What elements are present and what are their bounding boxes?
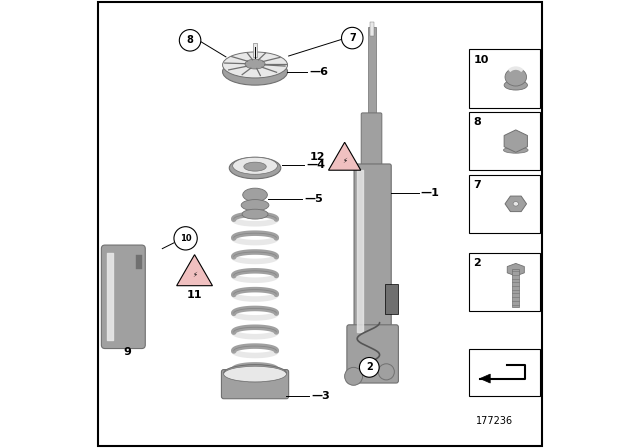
Text: 2: 2	[366, 362, 372, 372]
Polygon shape	[480, 374, 490, 383]
Ellipse shape	[245, 59, 265, 69]
Text: 11: 11	[187, 290, 202, 300]
Circle shape	[174, 227, 197, 250]
Ellipse shape	[243, 188, 268, 202]
Ellipse shape	[224, 365, 287, 382]
Text: 12: 12	[310, 152, 325, 162]
Text: 8: 8	[187, 35, 193, 45]
Ellipse shape	[224, 366, 287, 382]
Ellipse shape	[229, 157, 281, 179]
Text: —5: —5	[305, 194, 323, 204]
Ellipse shape	[244, 162, 266, 171]
Text: 8: 8	[473, 117, 481, 127]
Ellipse shape	[233, 157, 278, 174]
Bar	[512, 269, 520, 307]
Text: —4: —4	[307, 160, 326, 170]
Bar	[468, 175, 540, 233]
Bar	[468, 349, 540, 396]
Text: —6: —6	[310, 67, 329, 77]
Text: 177236: 177236	[476, 416, 513, 426]
Bar	[385, 284, 398, 314]
Polygon shape	[504, 130, 527, 152]
FancyBboxPatch shape	[221, 370, 289, 399]
Ellipse shape	[223, 52, 287, 78]
Circle shape	[344, 367, 362, 385]
Bar	[370, 22, 374, 36]
Text: ⚡: ⚡	[342, 157, 347, 164]
Circle shape	[378, 364, 394, 380]
Text: —3: —3	[311, 392, 330, 401]
Text: 7: 7	[349, 33, 356, 43]
Bar	[368, 27, 376, 116]
Text: —1: —1	[420, 188, 439, 198]
FancyBboxPatch shape	[354, 164, 391, 338]
Bar	[468, 49, 540, 108]
Ellipse shape	[513, 202, 518, 206]
Text: ⚡: ⚡	[192, 272, 197, 278]
Ellipse shape	[504, 147, 528, 153]
Ellipse shape	[504, 80, 527, 90]
Text: 7: 7	[473, 180, 481, 190]
Polygon shape	[177, 254, 212, 286]
Text: 2: 2	[473, 258, 481, 268]
Ellipse shape	[223, 58, 287, 85]
Ellipse shape	[505, 68, 527, 86]
Polygon shape	[505, 196, 527, 211]
Circle shape	[179, 30, 201, 51]
Bar	[253, 43, 257, 57]
Polygon shape	[508, 263, 524, 276]
FancyBboxPatch shape	[361, 113, 382, 181]
Text: 10: 10	[180, 234, 191, 243]
Bar	[136, 255, 141, 269]
Text: 9: 9	[124, 347, 131, 357]
Polygon shape	[328, 142, 361, 170]
Bar	[468, 112, 540, 170]
FancyBboxPatch shape	[347, 325, 398, 383]
Circle shape	[342, 27, 363, 49]
FancyBboxPatch shape	[101, 245, 145, 349]
Ellipse shape	[242, 209, 268, 219]
Ellipse shape	[241, 199, 269, 211]
Circle shape	[360, 358, 379, 377]
Bar	[468, 253, 540, 311]
Text: 10: 10	[473, 55, 488, 65]
